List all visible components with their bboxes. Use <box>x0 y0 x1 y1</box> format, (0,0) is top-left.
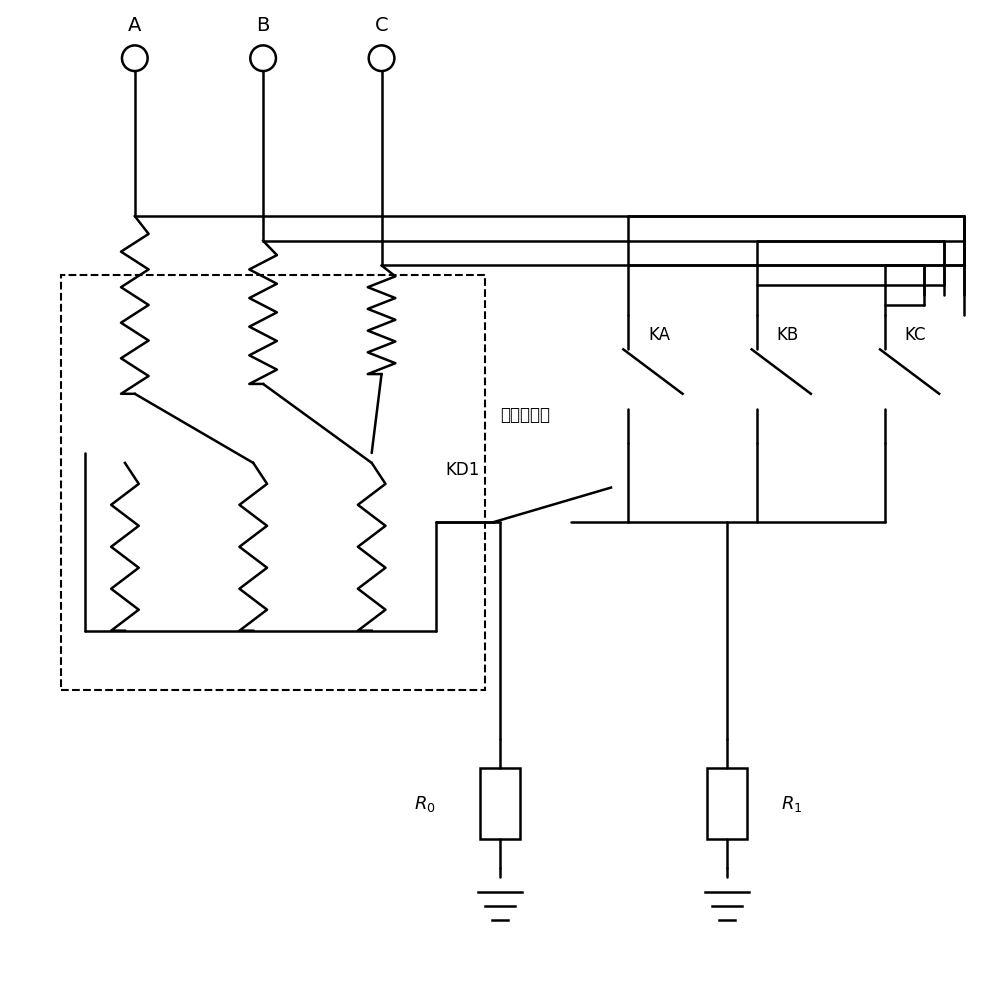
Text: KA: KA <box>648 325 670 343</box>
Bar <box>480 768 520 839</box>
Text: $R_1$: $R_1$ <box>781 794 803 813</box>
Bar <box>707 768 747 839</box>
Text: $R_0$: $R_0$ <box>414 794 436 813</box>
Text: B: B <box>256 16 270 35</box>
Text: A: A <box>128 16 141 35</box>
Bar <box>61 276 485 690</box>
Text: 接地变压器: 接地变压器 <box>500 405 550 423</box>
Text: KD1: KD1 <box>446 460 480 478</box>
Text: C: C <box>375 16 388 35</box>
Text: KB: KB <box>776 325 799 343</box>
Text: KC: KC <box>905 325 926 343</box>
